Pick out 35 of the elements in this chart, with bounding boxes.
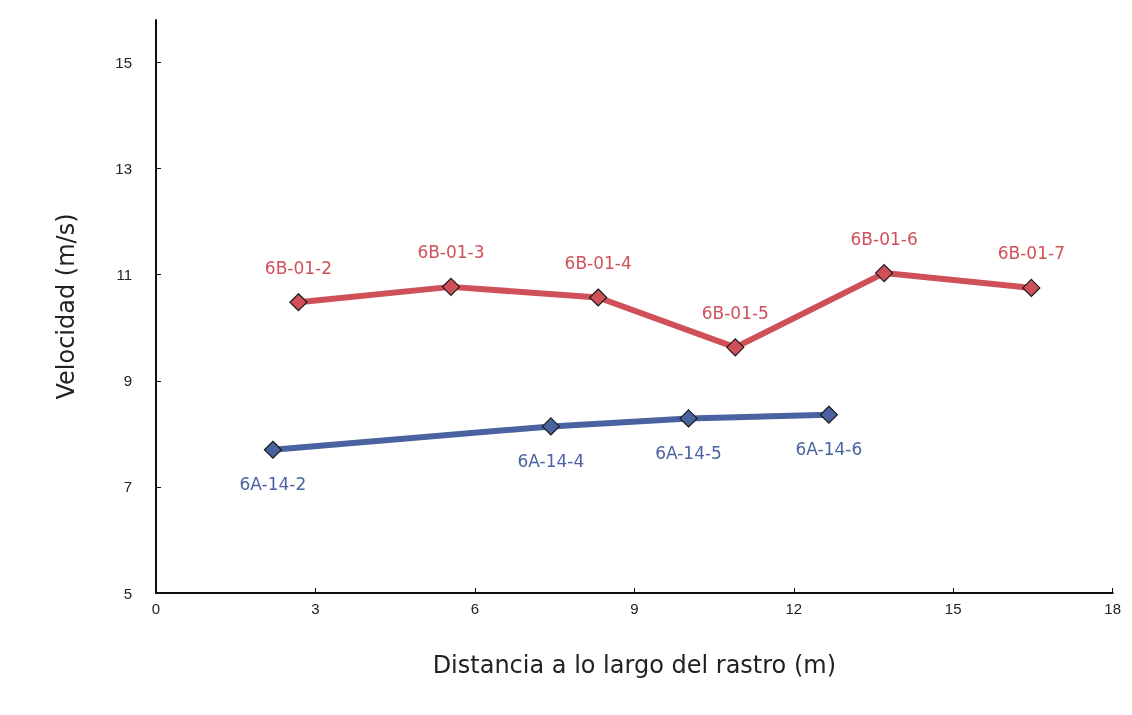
annotation: 6B-01-3 (417, 242, 485, 263)
x-tick-label: 18 (1104, 600, 1121, 617)
point (589, 288, 608, 307)
y-tick-label: 5 (123, 584, 132, 602)
y-tick-label: 15 (115, 53, 132, 71)
x-axis-title: Distancia a lo largo del rastro (m) (432, 651, 837, 679)
annotation: 6B-01-4 (564, 252, 632, 273)
point (819, 405, 838, 424)
annotation: 6B-01-2 (264, 257, 333, 278)
x-tick-label: 6 (470, 600, 480, 617)
y-axis-title: Velocidad (m/s) (52, 213, 80, 400)
y-tick-label: 11 (116, 266, 132, 284)
annotation: 6A-14-2 (239, 474, 307, 495)
annotation: 6A-14-5 (655, 442, 722, 463)
point (441, 277, 461, 296)
point (1022, 278, 1041, 298)
point (726, 338, 745, 357)
y-tick-label: 7 (123, 478, 132, 496)
point (875, 263, 894, 283)
y-tick-label: 9 (123, 372, 132, 390)
y-tick-label: 13 (115, 160, 132, 178)
point (541, 417, 560, 436)
x-tick-label: 12 (785, 600, 803, 617)
annotation: 6B-01-5 (701, 302, 769, 323)
point (679, 409, 698, 428)
annotation: 6B-01-6 (850, 228, 918, 249)
x-tick-label: 9 (630, 600, 639, 617)
annotation: 6B-01-7 (997, 243, 1065, 264)
annotation: 6A-14-6 (795, 439, 863, 460)
annotation: 6A-14-4 (517, 450, 585, 471)
x-tick-label: 15 (944, 600, 962, 617)
point (263, 440, 283, 459)
x-tick-label: 0 (151, 600, 161, 617)
point (289, 293, 308, 312)
x-tick-label: 3 (311, 600, 320, 617)
